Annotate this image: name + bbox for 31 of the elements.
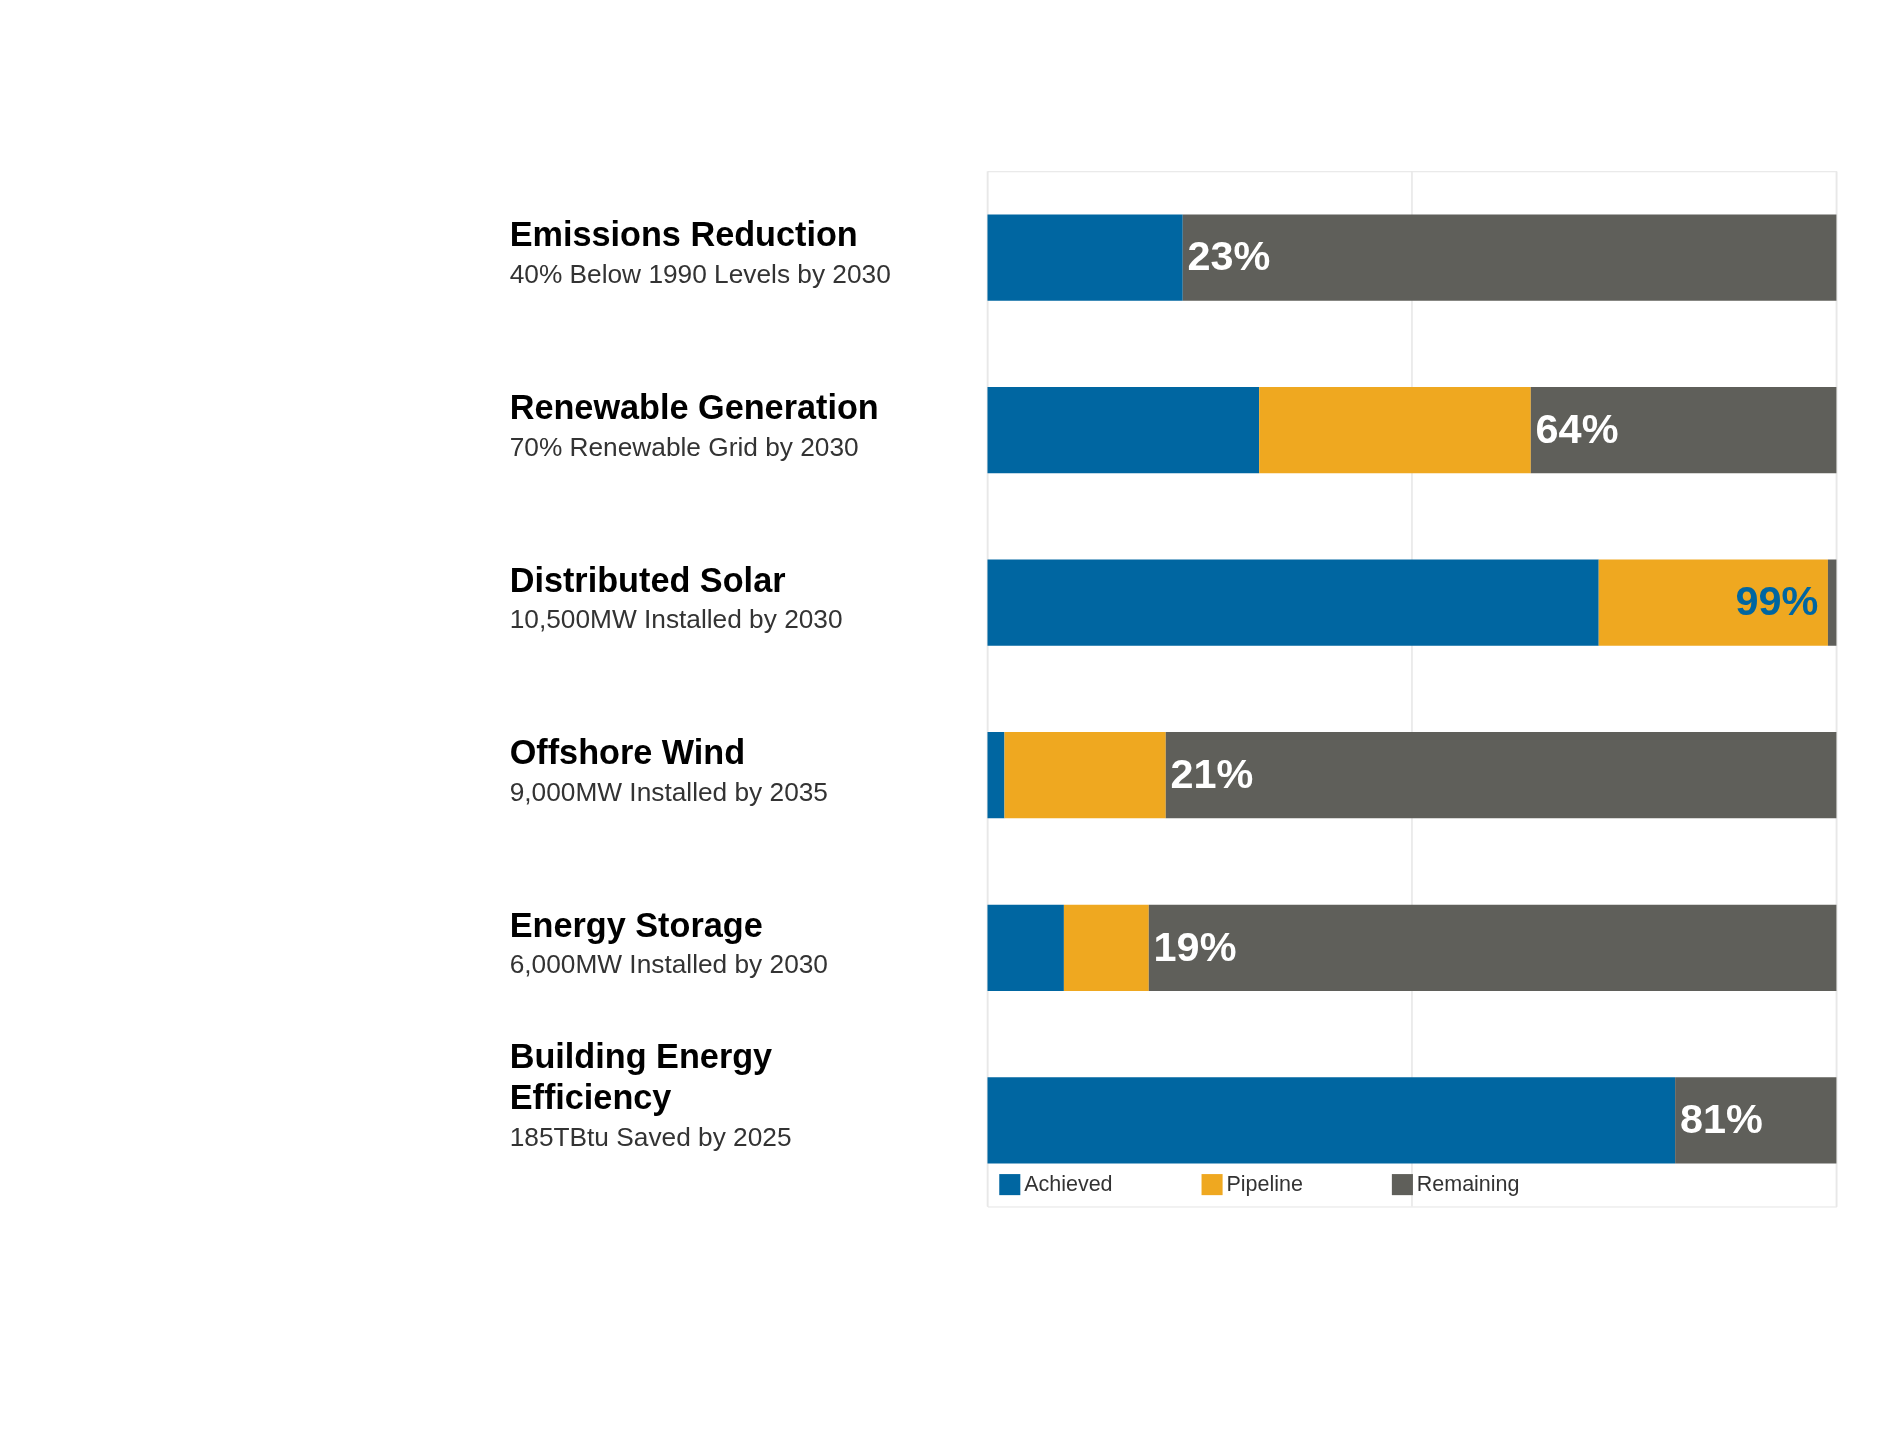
bar [1827,559,1837,646]
y-tick-label: Distributed Solar 10,500MW Installed by 2030 [509,560,843,635]
bar [987,559,1599,646]
annotation: 21% [1170,750,1254,797]
annotation: 99% [1735,578,1819,625]
bar [1182,214,1837,301]
annotation: 81% [1679,1096,1763,1143]
y-tick-label: Energy Storage 6,000MW Installed by 2030 [509,905,828,980]
y-tick-label: Building Energy Efficiency 185TBtu Saved by 2025 [509,1036,792,1152]
bar [1530,387,1837,474]
y-tick-label: Renewable Generation 70% Renewable Grid by 2030 [509,388,879,462]
bar [1148,904,1837,991]
bar [987,214,1183,301]
legend-label: Pipeline [1226,1171,1303,1196]
bar [1063,904,1149,991]
annotation: 19% [1153,923,1237,970]
bar [1598,559,1828,646]
bar [987,732,1005,819]
legend-label: Remaining [1416,1171,1520,1196]
y-tick-label: Offshore Wind 9,000MW Installed by 2035 [509,733,828,807]
annotation: 23% [1187,233,1271,280]
bar [1165,732,1837,819]
legend-label: Achieved [1024,1171,1113,1196]
bar [987,1077,1676,1164]
bar [1004,732,1166,819]
bar [987,904,1064,991]
bar [1259,387,1531,474]
annotation: 64% [1535,405,1619,452]
bar [1675,1077,1837,1164]
bar [987,387,1260,474]
y-tick-label: Emissions Reduction 40% Below 1990 Levels by 2030 [509,215,891,290]
